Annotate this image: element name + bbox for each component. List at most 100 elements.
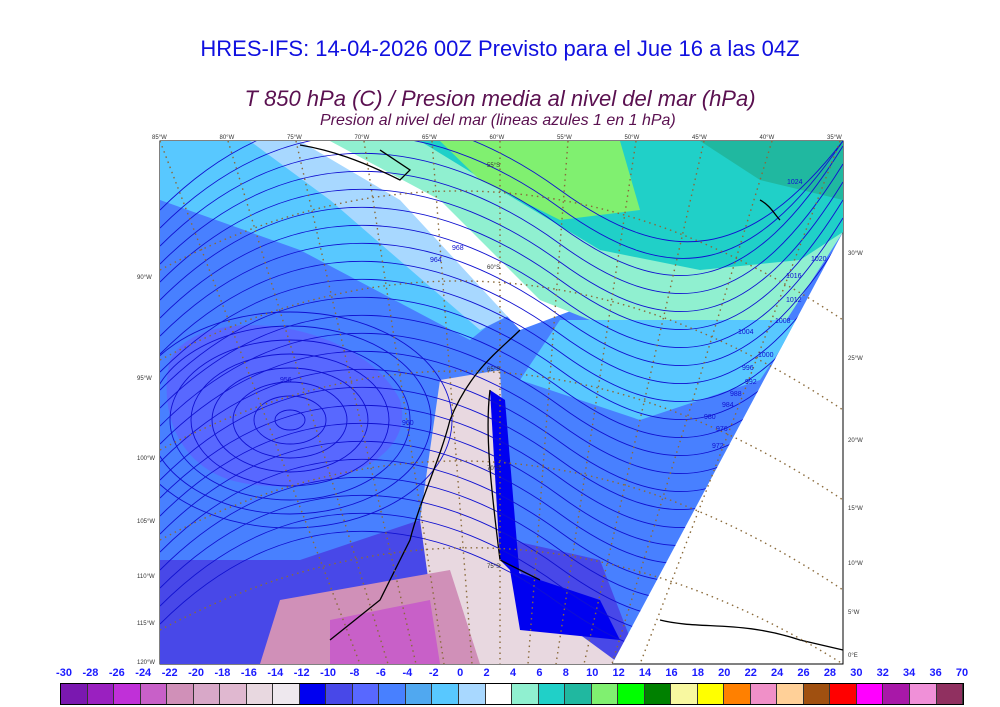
lat-label: 60°S: [487, 265, 500, 271]
lon-label: 65°W: [422, 135, 437, 141]
isobar-label: 964: [430, 257, 442, 264]
colorbar-label: 32: [876, 667, 889, 679]
isobar-line: [160, 311, 453, 529]
isobar-line: [160, 271, 843, 403]
colorbar-label: 20: [718, 667, 731, 679]
colorbar-label: 14: [638, 667, 652, 679]
colorbar-swatch: [273, 684, 300, 704]
lon-label: 95°W: [137, 376, 152, 382]
colorbar-label: -4: [402, 667, 413, 679]
colorbar-swatch: [910, 684, 937, 704]
colorbar-swatch: [299, 684, 327, 704]
isobar-line: [232, 381, 348, 459]
colorbar-label: -28: [82, 667, 99, 679]
isobar-label: 1008: [775, 318, 791, 325]
colorbar-swatch: [697, 684, 725, 704]
colorbar-label: 30: [850, 667, 863, 679]
isobar-label: 992: [745, 379, 757, 386]
lon-label: 55°W: [557, 135, 572, 141]
lon-label: 70°W: [355, 135, 370, 141]
lon-label: 5°W: [848, 610, 860, 616]
map-subtitle: T 850 hPa (C) / Presion media al nivel d…: [244, 86, 756, 111]
colorbar-swatch: [618, 684, 645, 704]
colorbar-swatch: [246, 684, 274, 704]
lon-label: 15°W: [848, 506, 863, 512]
lon-label: 85°W: [152, 135, 167, 141]
meridian-line: [583, 141, 705, 664]
lon-label: 35°W: [827, 135, 842, 141]
isobar-label: 956: [280, 377, 292, 384]
colorbar-label: -8: [349, 667, 360, 679]
temperature-field: [160, 141, 843, 664]
isobar-line: [190, 353, 390, 487]
lat-label: 55°S: [487, 163, 500, 169]
colorbar-label: -18: [214, 667, 231, 679]
isobar-label: 960: [402, 420, 414, 427]
colorbar-label: 24: [770, 667, 784, 679]
graticule: [160, 141, 843, 664]
isobar-label: 972: [712, 443, 724, 450]
isobar-line: [160, 141, 843, 243]
lat-label: 65°S: [487, 367, 500, 373]
colorbar-swatch: [565, 684, 592, 704]
colorbar-swatch: [379, 684, 406, 704]
colorbar-label: 0: [457, 667, 464, 679]
lon-label: 110°W: [137, 574, 155, 580]
colorbar-label: 70: [955, 667, 969, 679]
lon-label: 0°E: [848, 653, 858, 659]
colorbar-swatch: [405, 684, 433, 704]
colorbar-label: 16: [665, 667, 678, 679]
lon-label: 10°W: [848, 561, 863, 567]
isobar-line: [160, 199, 843, 331]
isobar-label: 1012: [786, 297, 802, 304]
isobar-label: 976: [716, 426, 728, 433]
lon-label: 50°W: [625, 135, 640, 141]
colorbar-label: -26: [108, 667, 125, 679]
isobar-line: [160, 181, 843, 313]
isobar-label: 984: [722, 402, 734, 409]
isobar-line: [160, 289, 843, 421]
colorbar-label: 22: [744, 667, 757, 679]
colorbar: [60, 683, 964, 705]
isobar-label: 996: [742, 365, 754, 372]
colorbar-swatch: [220, 684, 247, 704]
isobar-label: 1000: [758, 352, 774, 359]
meridian-line: [555, 141, 637, 664]
lon-label: 60°W: [490, 135, 505, 141]
colorbar-label: -10: [320, 667, 337, 679]
lon-label: 45°W: [692, 135, 707, 141]
colorbar-label: -16: [240, 667, 257, 679]
colorbar-label: -14: [267, 667, 284, 679]
map-title: HRES-IFS: 14-04-2026 00Z Previsto para e…: [200, 36, 800, 61]
colorbar-swatch: [803, 684, 831, 704]
colorbar-swatch: [485, 684, 513, 704]
colorbar-label: -30: [56, 667, 72, 679]
isobar-label: 1004: [738, 329, 754, 336]
colorbar-swatch: [830, 684, 857, 704]
isobar-label: 980: [704, 414, 716, 421]
lon-label: 75°W: [287, 135, 302, 141]
colorbar-swatch: [671, 684, 698, 704]
colorbar-label: 4: [509, 667, 517, 679]
lon-label: 120°W: [137, 660, 155, 666]
isobar-label: 988: [730, 391, 742, 398]
colorbar-swatch: [644, 684, 672, 704]
colorbar-label: 2: [483, 667, 490, 679]
colorbar-label: -6: [376, 667, 386, 679]
lon-label: 40°W: [760, 135, 775, 141]
colorbar-label: -24: [135, 667, 152, 679]
isobar-line: [160, 163, 843, 295]
lat-label: 70°S: [487, 466, 500, 472]
colorbar-label: 6: [536, 667, 543, 679]
lon-label: 80°W: [220, 135, 235, 141]
isobar-label: 1024: [787, 179, 803, 186]
isobar-line: [253, 395, 327, 445]
colorbar-label: 18: [691, 667, 704, 679]
isobar-line: [160, 325, 432, 515]
colorbar-swatch: [591, 684, 619, 704]
lon-label: 25°W: [848, 356, 863, 362]
meridian-line: [295, 141, 417, 664]
lon-label: 30°W: [848, 251, 863, 257]
isobar-line: [160, 253, 843, 385]
